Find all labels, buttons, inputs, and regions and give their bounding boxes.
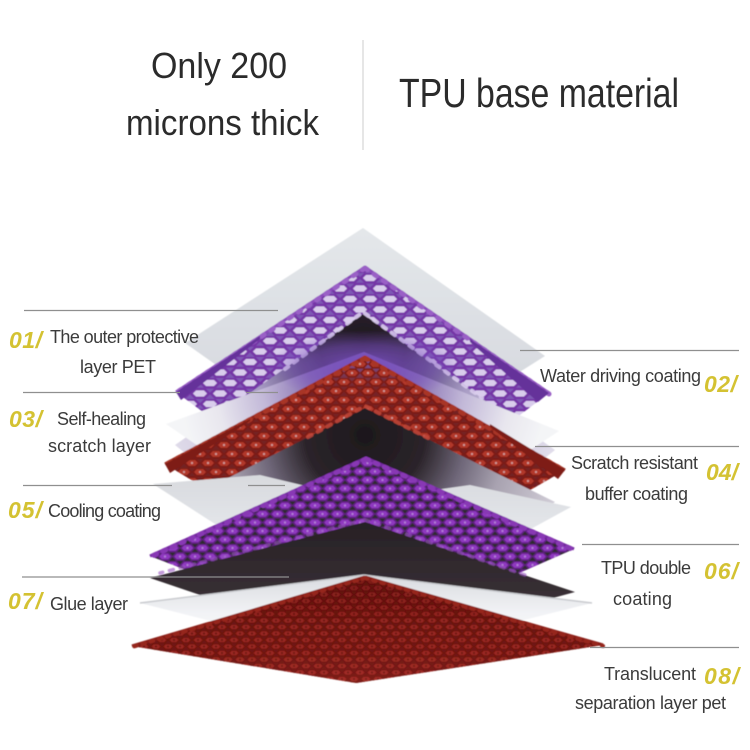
svg-text:Self-healing: Self-healing bbox=[57, 409, 146, 429]
svg-text:The outer protective: The outer protective bbox=[50, 327, 199, 347]
svg-text:06/: 06/ bbox=[704, 558, 741, 584]
svg-text:separation layer pet: separation layer pet bbox=[575, 693, 726, 713]
svg-text:Glue layer: Glue layer bbox=[50, 594, 128, 614]
svg-text:07/: 07/ bbox=[8, 588, 45, 614]
svg-text:Water driving coating: Water driving coating bbox=[540, 366, 701, 386]
svg-text:coating: coating bbox=[613, 589, 672, 609]
svg-text:Only 200: Only 200 bbox=[151, 45, 287, 86]
svg-text:microns thick: microns thick bbox=[126, 102, 320, 143]
svg-text:Cooling coating: Cooling coating bbox=[48, 501, 161, 521]
svg-text:layer PET: layer PET bbox=[80, 357, 156, 377]
svg-text:05/: 05/ bbox=[8, 497, 45, 523]
svg-text:Scratch resistant: Scratch resistant bbox=[571, 453, 698, 473]
svg-text:Translucent: Translucent bbox=[604, 664, 696, 684]
svg-text:scratch layer: scratch layer bbox=[48, 436, 151, 456]
svg-text:03/: 03/ bbox=[9, 406, 45, 432]
svg-text:01/: 01/ bbox=[9, 327, 45, 353]
svg-text:TPU base material: TPU base material bbox=[399, 70, 679, 116]
svg-text:04/: 04/ bbox=[706, 459, 741, 485]
svg-text:08/: 08/ bbox=[704, 663, 742, 689]
svg-text:TPU double: TPU double bbox=[601, 558, 691, 578]
svg-text:buffer coating: buffer coating bbox=[585, 484, 688, 504]
svg-text:02/: 02/ bbox=[704, 371, 740, 397]
